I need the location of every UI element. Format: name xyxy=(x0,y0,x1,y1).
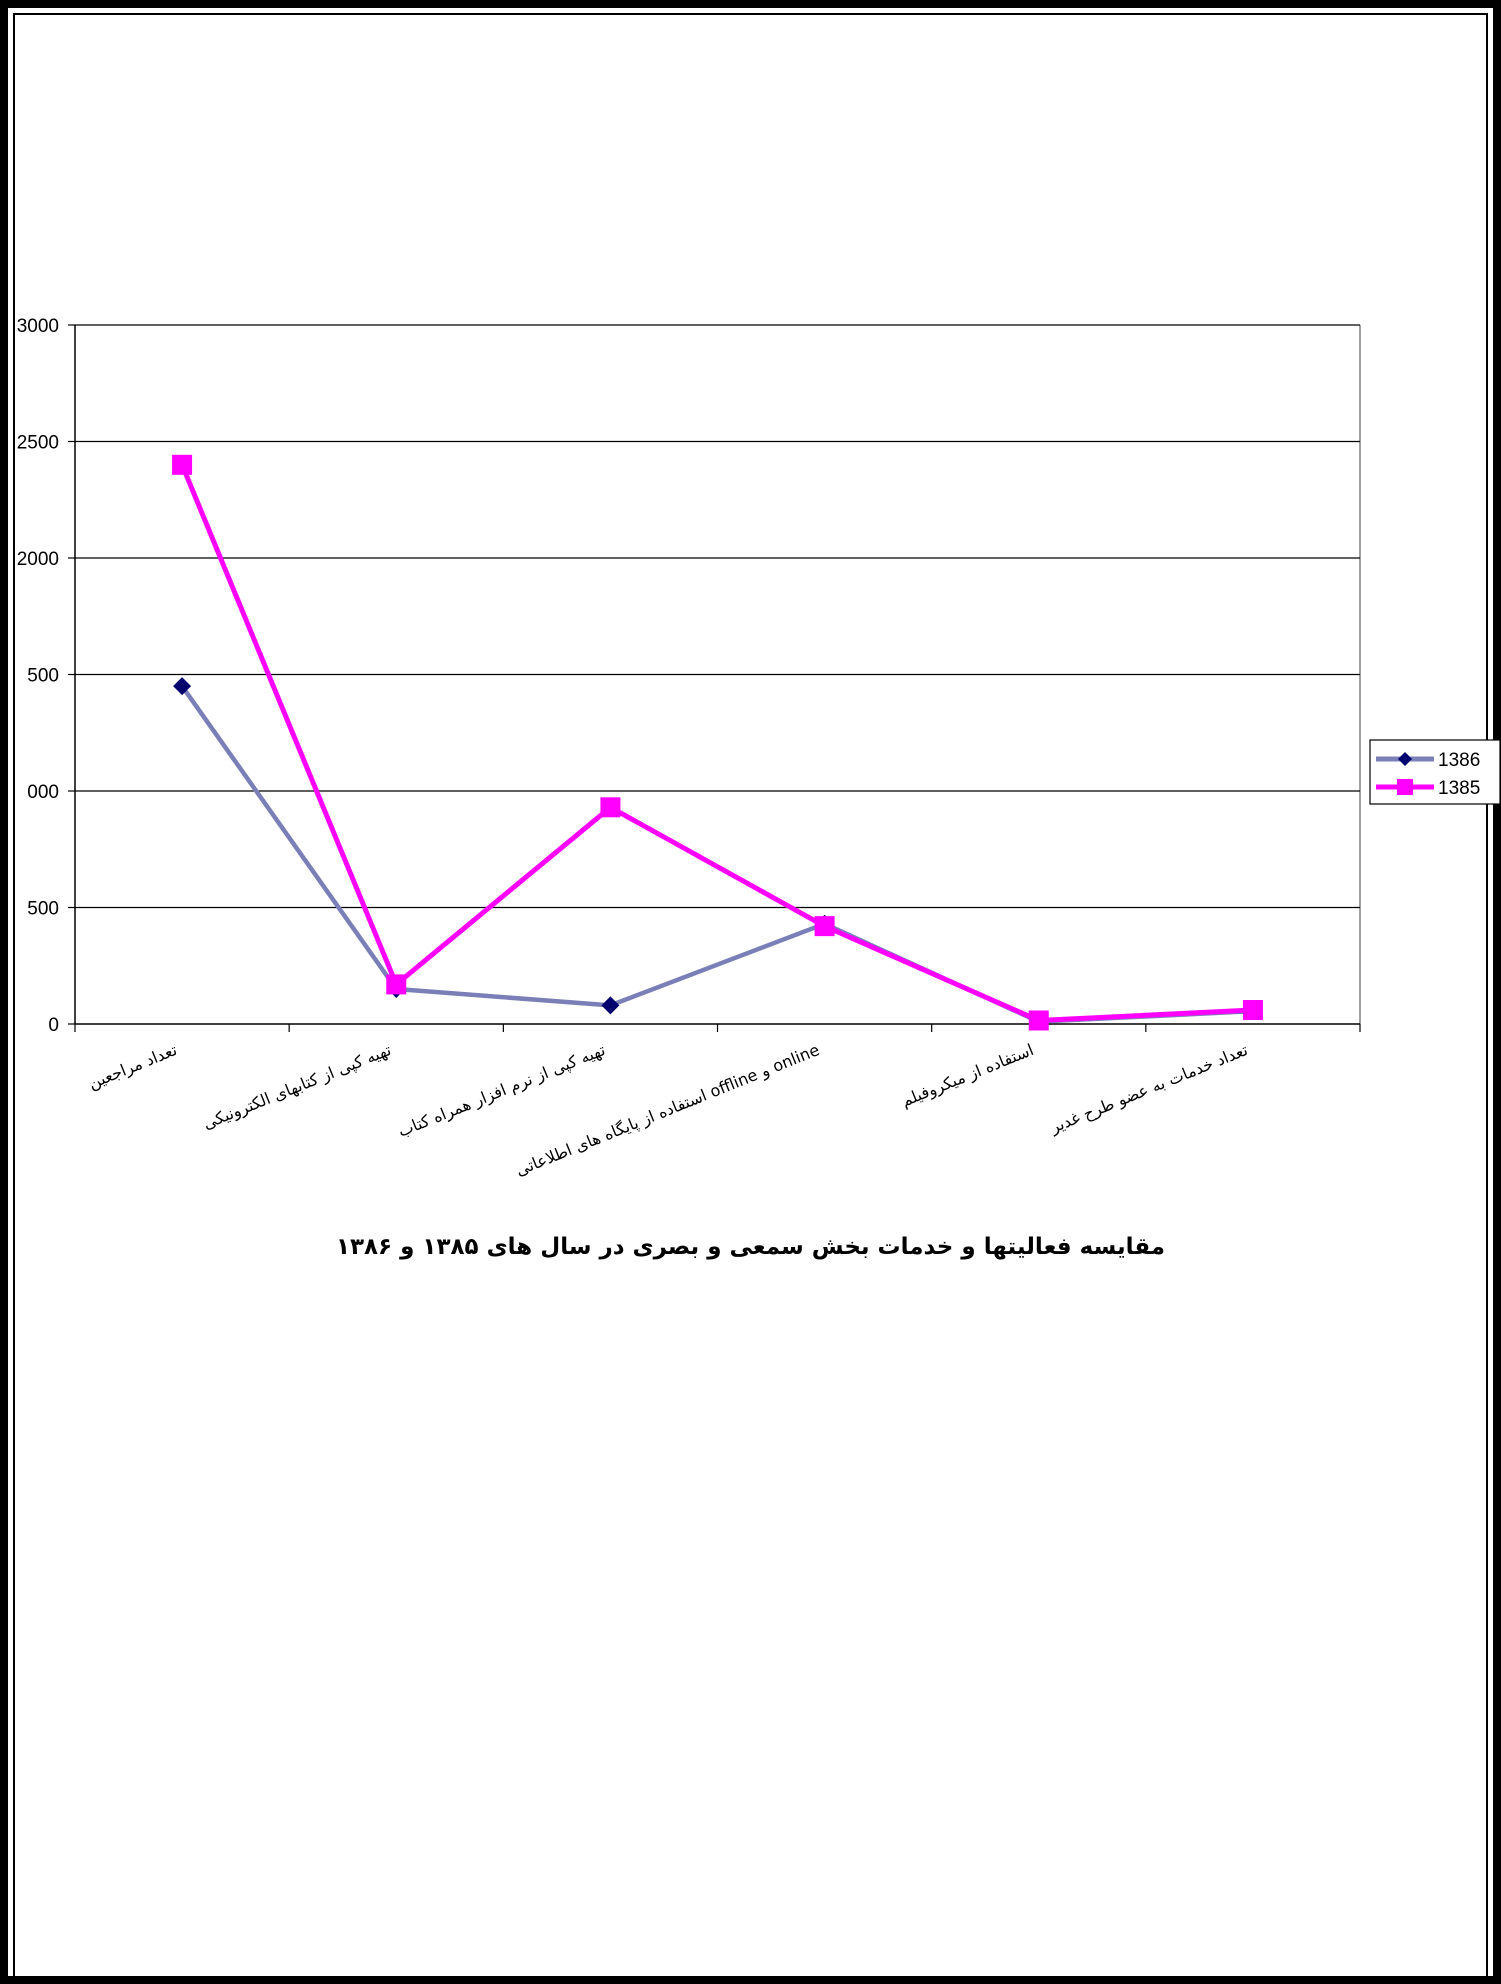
x-tick-label: تهیه کپی از نرم افزار همراه کتاب xyxy=(395,1040,608,1142)
x-tick-labels: تعداد مراجعین تهیه کپی از کتابهای الکترون… xyxy=(86,1040,1251,1181)
axes: 0 500 000 500 2000 2500 3000 xyxy=(17,316,1361,1036)
page-border-inner xyxy=(13,13,1488,1984)
data-point-1385 xyxy=(1242,1000,1263,1021)
series-line-1385 xyxy=(179,463,1254,1024)
data-point-1385 xyxy=(1028,1010,1049,1031)
x-tick-label: استفاده از میکروفیلم xyxy=(899,1040,1037,1111)
y-tick-label: 0 xyxy=(48,1015,59,1036)
data-point-1385 xyxy=(814,916,835,937)
y-tick-label: 2500 xyxy=(17,433,59,454)
data-point-1385 xyxy=(386,974,407,995)
legend-label-1386: 1386 xyxy=(1438,750,1480,771)
legend-marker-1385 xyxy=(1397,779,1413,795)
legend-box xyxy=(1369,739,1501,805)
data-point-1386 xyxy=(601,996,620,1015)
series-lines xyxy=(172,454,1263,1031)
y-tick-label: 3000 xyxy=(17,316,59,337)
legend: 1386 1385 xyxy=(1369,739,1501,805)
y-tick-label: 000 xyxy=(27,782,59,803)
data-point-1386 xyxy=(173,677,192,696)
chart-caption: مقایسه فعالیتها و خدمات بخش سمعی و بصری … xyxy=(335,1234,1166,1260)
data-point-1385 xyxy=(600,797,621,818)
x-tick-label: تهیه کپی از کتابهای الکترونیکی xyxy=(200,1040,394,1134)
legend-label-1385: 1385 xyxy=(1438,778,1480,799)
data-point-1385 xyxy=(172,454,193,475)
y-tick-label: 500 xyxy=(27,666,59,687)
legend-marker-1386 xyxy=(1398,752,1412,766)
x-tick-label: تعداد خدمات به عضو طرح غدیر xyxy=(1047,1040,1251,1138)
gridlines xyxy=(75,324,1361,1024)
y-tick-label: 500 xyxy=(27,899,59,920)
y-tick-label: 2000 xyxy=(17,549,59,570)
x-tick-label: تعداد مراجعین xyxy=(86,1040,180,1094)
